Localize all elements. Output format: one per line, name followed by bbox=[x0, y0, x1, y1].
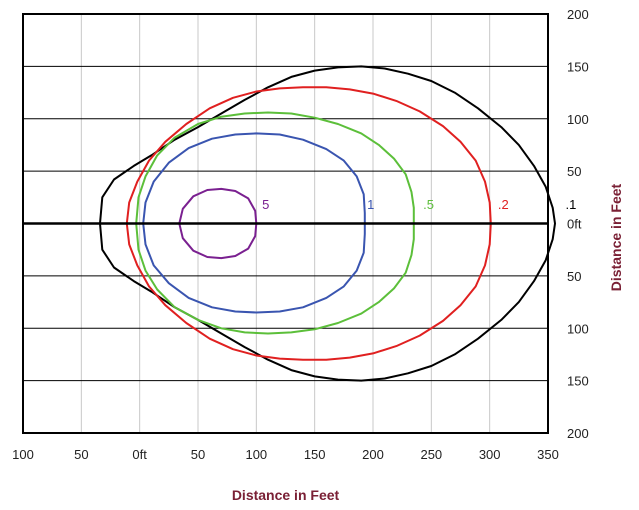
y-tick-label: 150 bbox=[567, 59, 589, 74]
x-tick-label: 250 bbox=[420, 447, 442, 462]
x-tick-label: 300 bbox=[479, 447, 501, 462]
series-label: 5 bbox=[262, 197, 269, 212]
y-tick-label: 150 bbox=[567, 374, 589, 389]
y-tick-label: 200 bbox=[567, 7, 589, 22]
x-tick-label: 350 bbox=[537, 447, 559, 462]
y-tick-label: 200 bbox=[567, 426, 589, 441]
x-tick-label: 50 bbox=[191, 447, 205, 462]
series-label: 1 bbox=[367, 197, 374, 212]
series-label: .1 bbox=[566, 197, 577, 212]
x-tick-label: 100 bbox=[12, 447, 34, 462]
y-tick-label: 0ft bbox=[567, 217, 582, 232]
y-axis-title: Distance in Feet bbox=[608, 183, 624, 291]
x-axis-title: Distance in Feet bbox=[232, 487, 340, 503]
series-label: .2 bbox=[498, 197, 509, 212]
y-tick-label: 50 bbox=[567, 164, 581, 179]
x-tick-label: 0ft bbox=[132, 447, 147, 462]
horizontal-gridlines bbox=[23, 65, 548, 382]
plot-frame bbox=[22, 13, 549, 434]
y-tick-labels: 200 150 100 50 0ft 50 100 150 200 bbox=[567, 7, 589, 441]
x-tick-label: 50 bbox=[74, 447, 88, 462]
x-tick-label: 200 bbox=[362, 447, 384, 462]
series-line bbox=[99, 65, 556, 382]
x-tick-labels: 100 50 0ft 50 100 150 200 250 300 350 bbox=[12, 447, 559, 462]
y-tick-label: 100 bbox=[567, 321, 589, 336]
series-label: .5 bbox=[423, 197, 434, 212]
y-tick-label: 100 bbox=[567, 112, 589, 127]
y-tick-label: 50 bbox=[567, 269, 581, 284]
x-tick-label: 150 bbox=[304, 447, 326, 462]
series-labels: .1 .2 .5 1 5 bbox=[262, 197, 576, 212]
x-tick-label: 100 bbox=[245, 447, 267, 462]
